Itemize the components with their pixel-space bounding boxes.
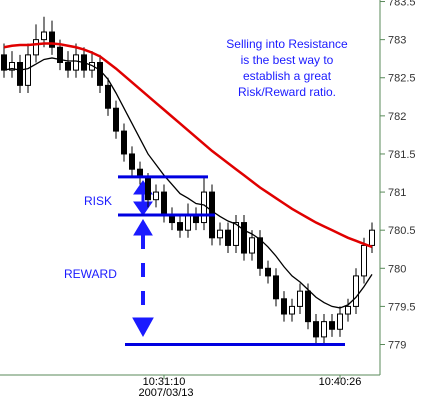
candle-body [257, 237, 263, 269]
candle-body [297, 290, 303, 307]
moving-average [3, 42, 373, 249]
candle-body [73, 54, 79, 71]
candle-body [1, 54, 7, 71]
candle-body [9, 62, 15, 71]
candle-body [97, 62, 103, 86]
candle-body [353, 275, 359, 307]
candle-body [33, 39, 39, 56]
candle-body [345, 305, 351, 315]
candle-body [225, 229, 231, 246]
date-label: 2007/03/13 [138, 387, 193, 399]
candle-body [105, 84, 111, 109]
annotation-line: establish a great [243, 69, 332, 83]
annotation-line: is the best way to [241, 53, 334, 67]
candle-body [329, 321, 335, 330]
candle-body [17, 62, 23, 86]
candle-body [41, 31, 47, 41]
candle-body [185, 214, 191, 231]
y-tick-label: 782 [388, 111, 406, 123]
arrow-head [132, 317, 154, 338]
candle-body [145, 176, 151, 201]
candle-body [305, 290, 311, 323]
y-tick-label: 783.5 [388, 0, 416, 9]
candle-body [321, 321, 327, 338]
candle-body [289, 305, 295, 315]
candle-body [281, 298, 287, 315]
candle-body [65, 62, 71, 71]
candle-body [177, 222, 183, 231]
y-tick-label: 781.5 [388, 149, 416, 161]
annotation-line: Risk/Reward ratio. [238, 85, 336, 99]
risk-label: RISK [84, 194, 112, 208]
reward-label: REWARD [64, 267, 117, 281]
candle-body [313, 321, 319, 338]
y-tick-label: 782.5 [388, 73, 416, 85]
candle-body [241, 222, 247, 254]
candle-body [249, 237, 255, 254]
candle-body [265, 267, 271, 277]
x-tick-label: 10:31:10 [143, 376, 186, 388]
candle-body [113, 107, 119, 132]
candle-body [121, 130, 127, 155]
y-tick-label: 779.5 [388, 301, 416, 313]
y-tick-label: 781 [388, 187, 406, 199]
candle-body [161, 191, 167, 216]
candle-body [233, 222, 239, 246]
candle-body [201, 191, 207, 224]
candle-body [129, 153, 135, 170]
y-tick-label: 779 [388, 340, 406, 352]
moving-average [3, 57, 373, 309]
candle-body [361, 244, 367, 277]
candle-body [337, 313, 343, 330]
y-tick-label: 780 [388, 263, 406, 275]
candle-body [217, 229, 223, 239]
x-tick-label: 10:40:26 [319, 376, 362, 388]
candle-body [49, 31, 55, 48]
candle-body [57, 46, 63, 63]
candle-body [273, 275, 279, 300]
candle-body [25, 54, 31, 86]
candle-body [153, 191, 159, 201]
y-tick-label: 780.5 [388, 225, 416, 237]
annotation-line: Selling into Resistance [226, 37, 348, 51]
candle-body [369, 229, 375, 246]
y-tick-label: 783 [388, 35, 406, 47]
annotation: Selling into Resistance is the best way t… [226, 37, 348, 99]
